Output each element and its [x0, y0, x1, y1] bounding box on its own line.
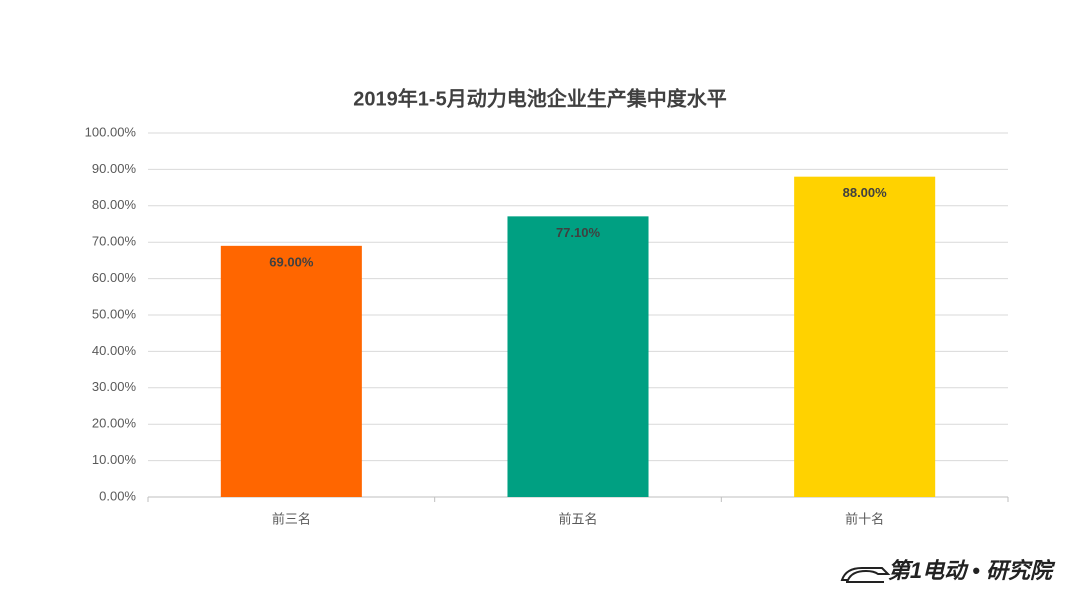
- logo-car: [840, 567, 891, 583]
- y-tick-label: 70.00%: [92, 234, 137, 249]
- watermark-logo: 第1电动 • 研究院: [840, 558, 1056, 583]
- y-tick-label: 50.00%: [92, 306, 137, 321]
- bar: [220, 245, 362, 497]
- bar: [507, 216, 649, 497]
- value-label: 77.10%: [556, 225, 601, 240]
- y-tick-label: 20.00%: [92, 416, 137, 431]
- value-label: 88.00%: [843, 185, 888, 200]
- y-tick-label: 80.00%: [92, 197, 137, 212]
- y-tick-label: 40.00%: [92, 343, 137, 358]
- x-tick-label: 前三名: [272, 511, 311, 526]
- y-tick-label: 90.00%: [92, 161, 137, 176]
- value-label: 69.00%: [269, 254, 314, 269]
- bar: [794, 176, 936, 497]
- y-tick-label: 0.00%: [99, 488, 136, 503]
- y-tick-label: 100.00%: [85, 124, 137, 139]
- y-tick-label: 10.00%: [92, 452, 137, 467]
- x-tick-label: 前五名: [558, 511, 597, 526]
- x-tick-label: 前十名: [845, 511, 884, 526]
- y-tick-label: 30.00%: [92, 379, 137, 394]
- y-tick-label: 60.00%: [92, 270, 137, 285]
- chart-title: 2019年1-5月动力电池企业生产集中度水平: [353, 86, 726, 110]
- watermark-text: 第1电动 • 研究院: [888, 558, 1056, 583]
